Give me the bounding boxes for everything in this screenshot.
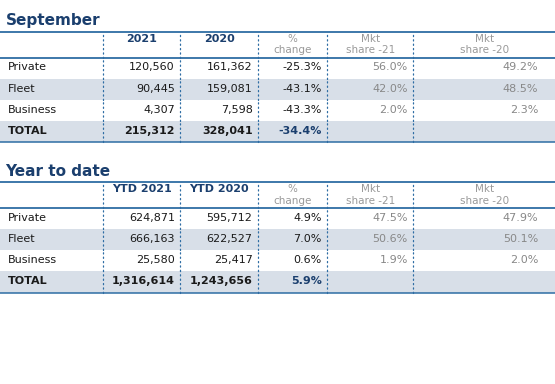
Text: 1,243,656: 1,243,656 <box>190 276 253 286</box>
Text: 48.5%: 48.5% <box>503 83 538 94</box>
Text: -43.3%: -43.3% <box>282 104 322 115</box>
Text: -43.1%: -43.1% <box>282 83 322 94</box>
Text: 90,445: 90,445 <box>136 83 175 94</box>
Text: 2.3%: 2.3% <box>510 104 538 115</box>
Text: 1.9%: 1.9% <box>380 255 408 265</box>
Text: 2021: 2021 <box>126 34 157 44</box>
Bar <box>0 208 555 229</box>
Text: 4,307: 4,307 <box>143 104 175 115</box>
Text: 2.0%: 2.0% <box>510 255 538 265</box>
Text: 622,527: 622,527 <box>206 233 253 244</box>
Text: Fleet: Fleet <box>8 233 36 244</box>
Text: 2.0%: 2.0% <box>380 104 408 115</box>
Text: 120,560: 120,560 <box>129 62 175 73</box>
Text: Private: Private <box>8 62 47 73</box>
Bar <box>0 250 555 271</box>
Bar <box>0 100 555 121</box>
Text: %
change: % change <box>274 184 312 205</box>
Text: 25,580: 25,580 <box>136 255 175 265</box>
Text: 56.0%: 56.0% <box>372 62 408 73</box>
Text: 215,312: 215,312 <box>124 126 175 136</box>
Text: %
change: % change <box>274 34 312 55</box>
Text: 42.0%: 42.0% <box>372 83 408 94</box>
Text: 0.6%: 0.6% <box>294 255 322 265</box>
Text: 7,598: 7,598 <box>221 104 253 115</box>
Bar <box>0 271 555 293</box>
Text: 5.9%: 5.9% <box>291 276 322 286</box>
Text: Mkt
share -20: Mkt share -20 <box>460 34 509 55</box>
Text: 624,871: 624,871 <box>129 212 175 223</box>
Text: -34.4%: -34.4% <box>279 126 322 136</box>
Text: -25.3%: -25.3% <box>282 62 322 73</box>
Text: 50.1%: 50.1% <box>503 233 538 244</box>
Text: YTD 2021: YTD 2021 <box>112 184 171 194</box>
Text: 25,417: 25,417 <box>214 255 253 265</box>
Text: 159,081: 159,081 <box>207 83 253 94</box>
Text: 2020: 2020 <box>204 34 235 44</box>
Bar <box>0 79 555 100</box>
Text: Mkt
share -21: Mkt share -21 <box>346 34 395 55</box>
Text: 595,712: 595,712 <box>206 212 253 223</box>
Text: 47.5%: 47.5% <box>372 212 408 223</box>
Bar <box>0 229 555 250</box>
Text: Fleet: Fleet <box>8 83 36 94</box>
Text: 1,316,614: 1,316,614 <box>112 276 175 286</box>
Text: 7.0%: 7.0% <box>294 233 322 244</box>
Text: 161,362: 161,362 <box>207 62 253 73</box>
Text: TOTAL: TOTAL <box>8 276 48 286</box>
Text: Year to date: Year to date <box>6 164 110 179</box>
Text: Business: Business <box>8 255 58 265</box>
Text: 328,041: 328,041 <box>202 126 253 136</box>
Text: 50.6%: 50.6% <box>372 233 408 244</box>
Bar <box>0 58 555 79</box>
Text: 666,163: 666,163 <box>129 233 175 244</box>
Text: Mkt
share -21: Mkt share -21 <box>346 184 395 205</box>
Text: Business: Business <box>8 104 58 115</box>
Text: 47.9%: 47.9% <box>503 212 538 223</box>
Text: 49.2%: 49.2% <box>503 62 538 73</box>
Text: 4.9%: 4.9% <box>294 212 322 223</box>
Text: TOTAL: TOTAL <box>8 126 48 136</box>
Text: YTD 2020: YTD 2020 <box>189 184 249 194</box>
Bar <box>0 121 555 142</box>
Text: Mkt
share -20: Mkt share -20 <box>460 184 509 205</box>
Text: September: September <box>6 13 100 28</box>
Text: Private: Private <box>8 212 47 223</box>
